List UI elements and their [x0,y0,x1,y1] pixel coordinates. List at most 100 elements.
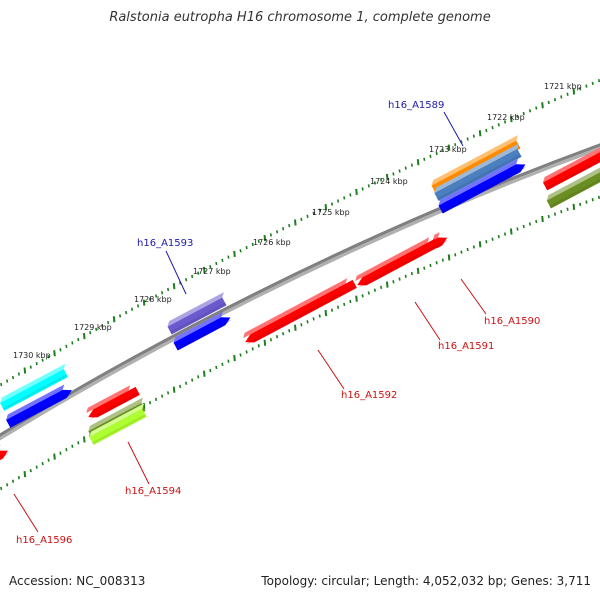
minor-tick [239,353,242,357]
minor-tick [29,468,32,473]
major-tick [416,267,420,274]
minor-tick [191,378,194,382]
major-tick [23,471,27,478]
major-tick [324,309,328,317]
gene-blue-left-front-face [6,389,72,428]
minor-tick [312,211,315,215]
minor-tick [528,222,532,226]
minor-tick [547,214,550,219]
minor-tick [367,184,370,188]
callout-h16-a1594 [127,441,150,485]
minor-tick [282,227,285,231]
gene-h16-a1589-steel [434,143,522,202]
minor-tick [472,134,475,138]
callouts-layer [13,111,487,533]
minor-tick [547,100,550,105]
minor-tick [227,359,230,363]
gene-h16-a1591-top-face [355,237,430,282]
tick-label-1726: 1726 kbp [253,238,291,247]
minor-tick [29,365,32,369]
gene-h16-a1589-blue-bottom-shade [441,166,527,213]
genes-layer [0,135,600,464]
gene-h16-a1594-yellowgreen-top-face [89,403,145,438]
minor-tick [349,299,352,304]
minor-tick [585,84,588,88]
gene-h16-a1592-bottom-shade [246,285,357,345]
minor-tick [47,355,50,359]
major-tick [202,266,206,274]
minor-tick [65,448,68,452]
minor-tick [245,245,248,250]
gene-label-h16-a1594[interactable]: h16_A1594 [125,486,181,497]
gene-cyan-left-top-face [0,363,66,403]
gene-h16-a1591 [355,237,439,288]
major-tick [355,295,358,302]
backbone-shadow [0,143,600,441]
minor-tick [460,250,463,254]
minor-tick [191,274,194,279]
minor-tick [585,200,588,204]
minor-tick [466,137,469,141]
minor-tick [288,223,291,228]
major-tick [478,241,482,248]
minor-tick [404,274,407,278]
gene-label-h16-a1590[interactable]: h16_A1590 [484,316,540,327]
minor-tick [166,287,170,292]
minor-tick [275,230,279,234]
gene-blue-left-bottom-shade [8,392,73,428]
minor-tick [160,394,164,398]
minor-tick [367,291,370,295]
minor-tick [11,375,15,380]
minor-tick [148,401,152,405]
minor-tick [343,196,346,200]
major-tick [324,204,328,211]
gene-label-h16-a1591[interactable]: h16_A1591 [438,341,494,352]
minor-tick [410,271,414,276]
minor-tick [0,382,3,387]
major-tick [172,386,176,393]
minor-tick [441,258,444,262]
major-tick [233,354,236,362]
callout-h16-a1596 [13,493,39,533]
tick-label-1724: 1724 kbp [370,177,408,186]
gene-label-h16-a1596[interactable]: h16_A1596 [16,535,72,546]
major-tick [172,283,176,290]
gene-h16-a1592-top-face [243,278,348,339]
gene-h16-a1593-blue [173,311,232,351]
gene-olive-right-top-face [546,164,600,201]
major-tick [572,88,576,95]
minor-tick [579,87,582,91]
gene-label-h16-a1593[interactable]: h16_A1593 [137,238,193,249]
gene-label-h16-a1589[interactable]: h16_A1589 [388,100,444,111]
accession-text: Accession: NC_008313 [9,574,146,588]
minor-tick [239,249,242,253]
gene-h16-a1589-blue-front-face [438,164,526,214]
minor-tick [491,237,494,241]
major-tick [263,339,267,346]
minor-tick [330,308,334,312]
minor-tick [300,323,303,327]
minor-tick [522,111,525,116]
tick-label-1728: 1728 kbp [134,295,172,304]
minor-tick [6,379,9,383]
minor-tick [160,291,164,295]
gene-h16-a1593-purple-bottom-shade [170,302,227,334]
callout-h16-a1592 [317,349,345,390]
major-tick [447,144,451,151]
tick-label-1727: 1727 kbp [193,267,231,276]
gene-blue-left [6,384,73,428]
gene-h16-a1594-yellowgreen-front-face [89,408,147,446]
minor-tick [148,297,152,301]
minor-tick [380,285,383,290]
minor-tick [579,202,582,207]
gene-h16-a1591-front-face [357,238,439,286]
tick-label-1722: 1722 kbp [487,113,525,122]
major-tick [53,453,56,460]
gene-label-h16-a1592[interactable]: h16_A1592 [341,390,397,401]
minor-tick [516,227,519,231]
gene-red-right-top-face [542,144,600,183]
major-tick [294,219,297,226]
minor-tick [337,199,340,203]
minor-tick [318,208,321,212]
minor-tick [17,476,21,480]
